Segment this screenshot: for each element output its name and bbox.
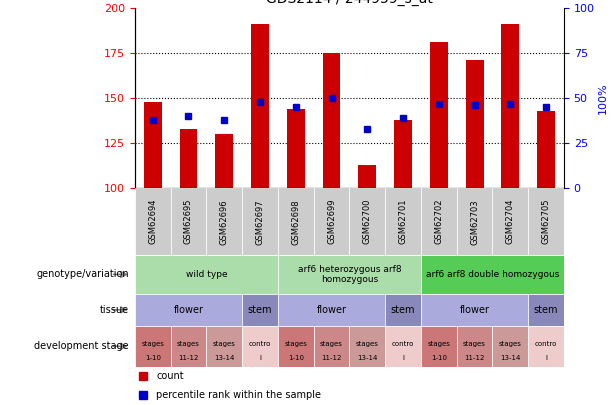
Text: 13-14: 13-14 [214, 356, 234, 361]
Bar [135, 188, 170, 255]
Text: stages: stages [463, 341, 486, 347]
Text: flower: flower [316, 305, 346, 315]
Text: stages: stages [356, 341, 379, 347]
Bar [135, 294, 242, 326]
Text: GSM62694: GSM62694 [148, 199, 158, 245]
Text: tissue: tissue [99, 305, 129, 315]
Text: 13-14: 13-14 [357, 356, 378, 361]
Text: GSM62704: GSM62704 [506, 199, 515, 245]
Bar [251, 24, 269, 188]
Bar [385, 188, 421, 255]
Bar [421, 255, 564, 294]
Text: development stage: development stage [34, 341, 129, 351]
Text: GSM62696: GSM62696 [219, 199, 229, 245]
Text: l: l [545, 356, 547, 361]
Bar [492, 326, 528, 367]
Bar [385, 326, 421, 367]
Bar [322, 53, 340, 188]
Bar [537, 111, 555, 188]
Bar [349, 326, 385, 367]
Text: count: count [156, 371, 184, 381]
Text: stages: stages [213, 341, 235, 347]
Text: contro: contro [249, 341, 271, 347]
Bar [278, 294, 385, 326]
Text: stages: stages [499, 341, 522, 347]
Title: GDS2114 / 244959_s_at: GDS2114 / 244959_s_at [266, 0, 433, 6]
Text: GSM62699: GSM62699 [327, 199, 336, 245]
Bar [528, 294, 564, 326]
Bar [242, 326, 278, 367]
Text: 11-12: 11-12 [465, 356, 485, 361]
Bar [421, 188, 457, 255]
Text: 1-10: 1-10 [145, 356, 161, 361]
Text: GSM62703: GSM62703 [470, 199, 479, 245]
Bar [501, 24, 519, 188]
Text: stem: stem [248, 305, 272, 315]
Bar [144, 102, 162, 188]
Text: contro: contro [535, 341, 557, 347]
Bar [170, 188, 207, 255]
Text: 1-10: 1-10 [431, 356, 447, 361]
Text: wild type: wild type [186, 270, 227, 279]
Bar [492, 188, 528, 255]
Bar [421, 294, 528, 326]
Bar [278, 188, 314, 255]
Y-axis label: 100%: 100% [598, 82, 607, 114]
Bar [457, 188, 492, 255]
Text: GSM62698: GSM62698 [291, 199, 300, 245]
Text: arf6 heterozygous arf8
homozygous: arf6 heterozygous arf8 homozygous [297, 265, 402, 284]
Bar [528, 188, 564, 255]
Bar [207, 326, 242, 367]
Text: stages: stages [427, 341, 450, 347]
Bar [528, 326, 564, 367]
Text: arf6 arf8 double homozygous: arf6 arf8 double homozygous [426, 270, 559, 279]
Text: stages: stages [320, 341, 343, 347]
Bar [385, 294, 421, 326]
Text: stem: stem [391, 305, 415, 315]
Text: GSM62702: GSM62702 [434, 199, 443, 245]
Text: GSM62700: GSM62700 [363, 199, 372, 245]
Bar [430, 43, 447, 188]
Bar [457, 326, 492, 367]
Text: l: l [259, 356, 261, 361]
Text: stem: stem [534, 305, 558, 315]
Text: stages: stages [142, 341, 164, 347]
Bar [359, 165, 376, 188]
Bar [349, 188, 385, 255]
Text: contro: contro [392, 341, 414, 347]
Bar [242, 294, 278, 326]
Text: 11-12: 11-12 [321, 356, 341, 361]
Bar [278, 255, 421, 294]
Bar [314, 188, 349, 255]
Bar [215, 134, 233, 188]
Text: 1-10: 1-10 [287, 356, 304, 361]
Bar [170, 326, 207, 367]
Bar [242, 188, 278, 255]
Text: percentile rank within the sample: percentile rank within the sample [156, 390, 321, 401]
Text: GSM62701: GSM62701 [398, 199, 408, 245]
Text: stages: stages [284, 341, 307, 347]
Text: genotype/variation: genotype/variation [36, 269, 129, 279]
Bar [278, 326, 314, 367]
Bar [394, 120, 412, 188]
Text: l: l [402, 356, 404, 361]
Bar [135, 326, 170, 367]
Text: GSM62705: GSM62705 [541, 199, 550, 245]
Bar [207, 188, 242, 255]
Text: 13-14: 13-14 [500, 356, 520, 361]
Text: stages: stages [177, 341, 200, 347]
Bar [287, 109, 305, 188]
Text: GSM62697: GSM62697 [256, 199, 265, 245]
Bar [135, 255, 278, 294]
Bar [466, 60, 484, 188]
Text: 11-12: 11-12 [178, 356, 199, 361]
Bar [421, 326, 457, 367]
Text: GSM62695: GSM62695 [184, 199, 193, 245]
Bar [314, 326, 349, 367]
Text: flower: flower [173, 305, 204, 315]
Text: flower: flower [460, 305, 490, 315]
Bar [180, 129, 197, 188]
